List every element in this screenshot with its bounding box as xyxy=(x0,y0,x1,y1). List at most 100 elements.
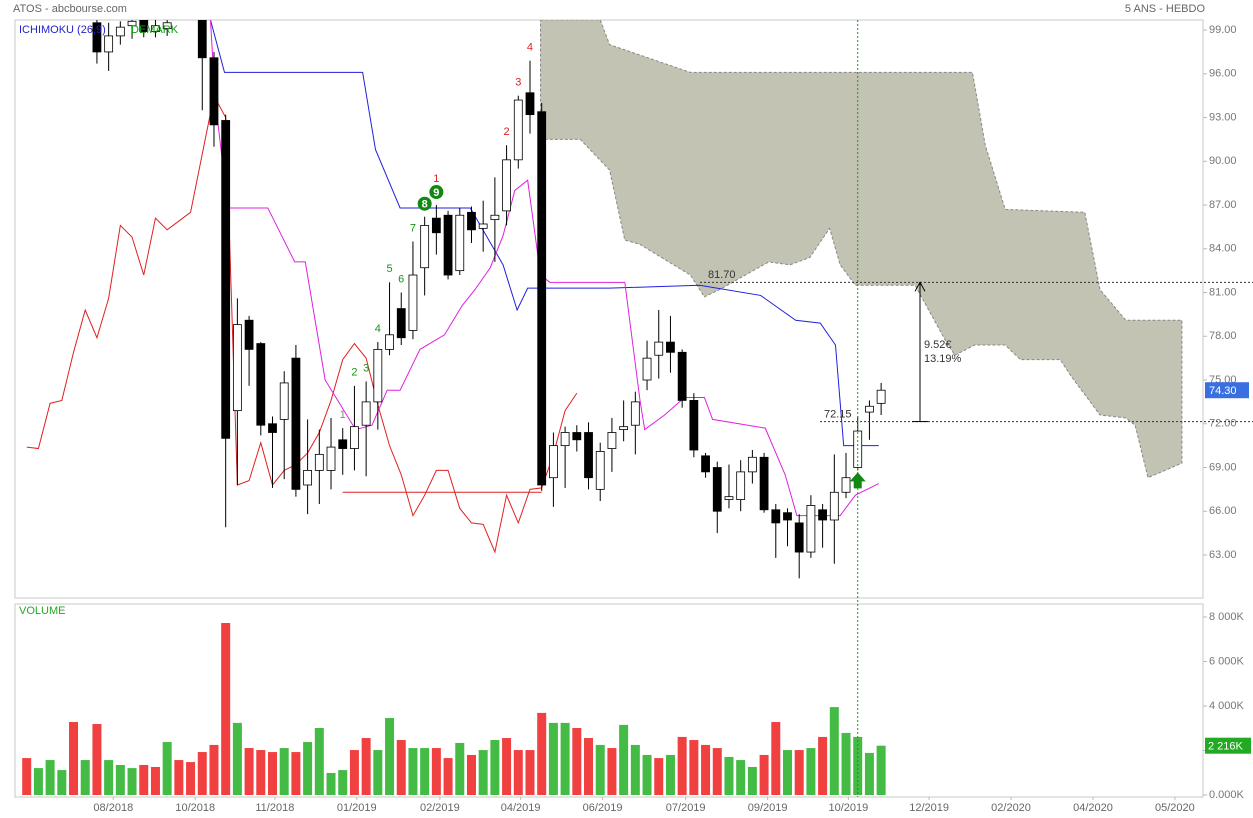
indicator-line xyxy=(209,20,880,517)
volume-bar xyxy=(244,748,254,795)
x-tick-label: 04/2019 xyxy=(501,802,541,814)
x-tick-label: 11/2018 xyxy=(255,802,294,814)
volume-bar xyxy=(197,752,207,795)
y-tick-label: 69.00 xyxy=(1209,461,1237,473)
x-tick-label: 05/2020 xyxy=(1155,802,1195,814)
candle-body xyxy=(771,509,781,524)
volume-bar xyxy=(818,736,828,795)
y-tick-label: 72.00 xyxy=(1209,418,1237,430)
gain-label: 13.19% xyxy=(924,353,962,365)
x-tick-label: 04/2020 xyxy=(1073,802,1113,814)
candle-body xyxy=(689,400,699,451)
last-volume-label: 2 216K xyxy=(1208,741,1244,753)
candle-body xyxy=(396,308,406,339)
candle-body xyxy=(162,22,172,30)
volume-bar xyxy=(829,707,839,795)
candle-body xyxy=(431,217,441,234)
candle-body xyxy=(829,491,839,521)
volume-bar xyxy=(127,768,137,795)
candle-body xyxy=(595,451,605,490)
candle-body xyxy=(314,453,324,471)
candle-body xyxy=(747,456,757,473)
volume-bar xyxy=(256,750,266,795)
volume-bar xyxy=(595,744,605,795)
volume-bar xyxy=(677,736,687,795)
volume-bar xyxy=(689,740,699,795)
y-tick-label: 87.00 xyxy=(1209,199,1237,211)
candle-body xyxy=(127,20,137,27)
x-tick-label: 07/2019 xyxy=(666,802,706,814)
volume-bar xyxy=(630,744,640,795)
candle-body xyxy=(408,274,418,331)
chart-subtitle: 5 ANS - HEBDO xyxy=(1125,3,1206,15)
candle-body xyxy=(303,470,313,486)
candle-body xyxy=(221,120,231,439)
candle-body xyxy=(818,509,828,521)
volume-bar xyxy=(396,740,406,795)
candle-body xyxy=(654,341,664,356)
gain-arrow-head xyxy=(914,281,926,292)
demark-count: 5 xyxy=(386,263,392,275)
volume-bar xyxy=(806,748,816,795)
candle-body xyxy=(584,432,593,479)
candle-body xyxy=(420,225,430,269)
volume-bar xyxy=(33,768,43,795)
indicator-line xyxy=(209,20,879,447)
chart-title: ATOS - abcbourse.com xyxy=(13,3,127,15)
demark-count: 3 xyxy=(515,77,521,89)
demark-badge xyxy=(417,196,432,211)
volume-bar xyxy=(279,748,289,795)
demark-count: 3 xyxy=(363,362,369,374)
volume-bar xyxy=(267,752,277,795)
volume-bar xyxy=(665,754,675,795)
candle-body xyxy=(361,401,371,426)
volume-bar xyxy=(736,760,746,795)
demark-count: 2 xyxy=(351,367,357,379)
volume-bar xyxy=(548,722,558,795)
y-tick-label: 66.00 xyxy=(1209,505,1237,517)
volume-bar xyxy=(712,748,722,795)
candle-body xyxy=(478,223,488,229)
volume-bar xyxy=(431,748,441,795)
volume-bar xyxy=(69,722,79,795)
candle-body xyxy=(549,445,558,479)
volume-panel xyxy=(14,603,1204,798)
indicator-label: DEMARK xyxy=(131,24,179,36)
candle-body xyxy=(736,471,746,500)
volume-bar xyxy=(373,750,383,795)
candle-body xyxy=(712,467,722,512)
candle-body xyxy=(619,426,629,430)
volume-bar xyxy=(361,738,371,795)
ichimoku-cloud xyxy=(540,20,1183,479)
candle-body xyxy=(268,423,277,433)
candle-body xyxy=(115,26,125,37)
y-tick-label: 93.00 xyxy=(1209,111,1237,123)
volume-bar xyxy=(619,724,629,795)
volume-bar xyxy=(221,623,231,795)
volume-bar xyxy=(186,762,196,795)
x-tick-label: 01/2019 xyxy=(337,802,377,814)
candle-body xyxy=(385,334,394,350)
indicator-line xyxy=(26,94,578,554)
demark-badge xyxy=(429,185,444,200)
candle-body xyxy=(572,432,582,441)
volume-bar xyxy=(794,750,804,795)
x-tick-label: 10/2018 xyxy=(175,802,215,814)
volume-bar xyxy=(115,764,125,795)
candle-body xyxy=(256,343,266,426)
candle-body xyxy=(642,357,652,381)
volume-bar xyxy=(57,770,67,795)
demark-count: 6 xyxy=(398,273,404,285)
level-label: 72.15 xyxy=(824,408,852,420)
volume-bar xyxy=(45,760,55,795)
demark-count: 9 xyxy=(433,187,439,199)
candle-body xyxy=(92,22,102,53)
y-tick-label: 81.00 xyxy=(1209,286,1237,298)
last-price-tag xyxy=(1205,382,1249,399)
candle-body xyxy=(783,512,792,521)
candle-body xyxy=(666,341,675,353)
volume-bar xyxy=(349,750,359,795)
candle-body xyxy=(876,389,886,404)
volume-bar xyxy=(607,748,617,795)
